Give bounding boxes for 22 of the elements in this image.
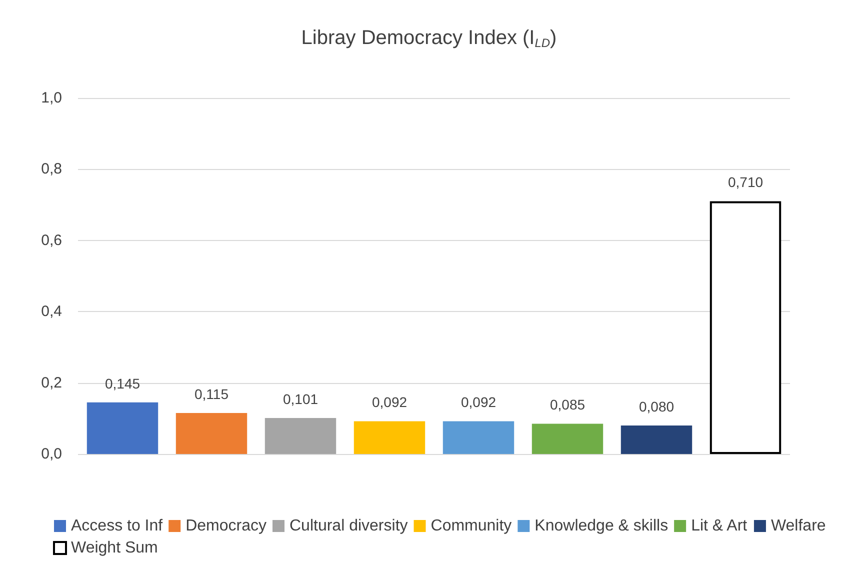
y-tick-label: 0,6	[41, 232, 62, 249]
legend-label: Welfare	[770, 518, 826, 534]
y-tick-label: 0,0	[41, 446, 62, 462]
legend-label: Knowledge & skills	[534, 518, 668, 534]
y-tick-label: 0,4	[41, 303, 62, 320]
data-label: 0,101	[282, 391, 318, 408]
data-label: 0,092	[460, 394, 496, 410]
legend-label: Democracy	[186, 518, 266, 534]
data-label: 0,115	[194, 386, 229, 402]
y-tick-label: 0,8	[41, 160, 62, 178]
legend-label: Weight Sum	[71, 540, 158, 556]
y-tick-label: 0,2	[41, 374, 62, 392]
legend-label: Access to Inf	[71, 518, 164, 534]
data-label: 0,145	[104, 375, 140, 392]
legend-label: Community	[430, 518, 512, 534]
y-tick-label: 1,0	[41, 90, 62, 106]
data-label: 0,710	[728, 174, 764, 190]
legend-label: Lit & Art	[691, 518, 748, 534]
data-label: 0,085	[550, 396, 586, 413]
legend-label: Cultural diversity	[290, 518, 408, 534]
data-label: 0,092	[372, 394, 408, 410]
data-label: 0,080	[638, 398, 674, 415]
